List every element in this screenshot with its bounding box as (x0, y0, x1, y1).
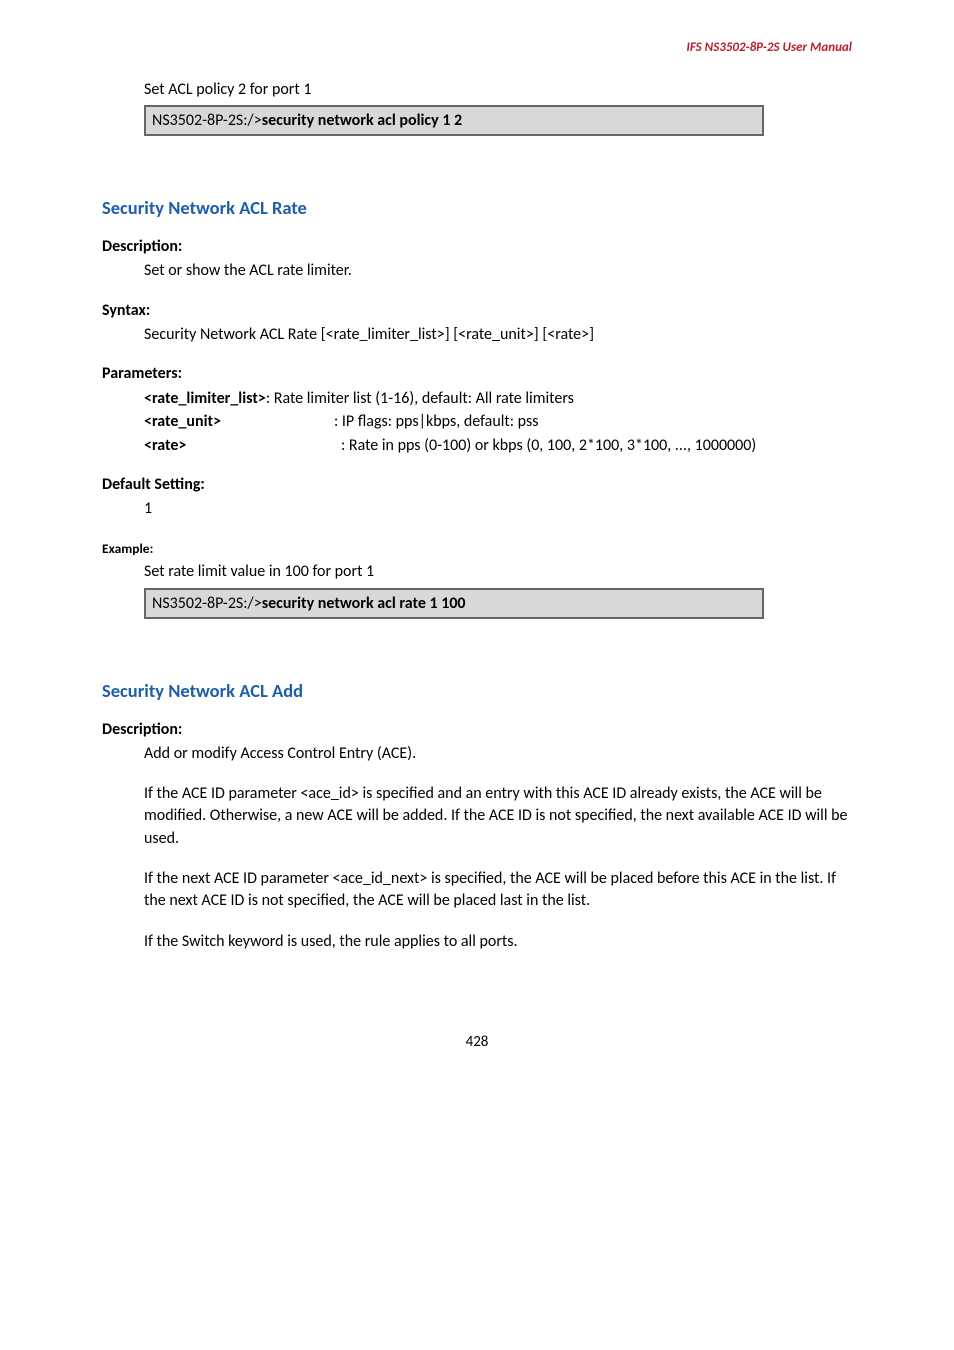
sec2-p1: If the ACE ID parameter <ace_id> is spec… (144, 783, 852, 850)
sec2-title: Security Network ACL Add (102, 679, 852, 702)
intro-code-prefix: NS3502-8P-2S:/> (152, 111, 262, 130)
param-gap (299, 434, 341, 457)
sec1-default-label: Default Setting: (102, 475, 852, 494)
sec1-param1-val: : Rate limiter list (1-16), default: All… (266, 387, 574, 410)
sec1-param1-row: <rate_limiter_list>: Rate limiter list (… (144, 387, 852, 410)
sec1-params-label: Parameters: (102, 364, 852, 383)
sec1-param3-row: <rate> : Rate in pps (0-100) or kbps (0,… (144, 434, 852, 457)
sec1-param2-row: <rate_unit> : IP flags: pps|kbps, defaul… (144, 410, 852, 433)
sec1-desc-text: Set or show the ACL rate limiter. (144, 260, 852, 282)
sec1-desc-label: Description: (102, 237, 852, 256)
sec1-param2-key: <rate_unit> (144, 410, 299, 433)
sec2-p2: If the next ACE ID parameter <ace_id_nex… (144, 868, 852, 913)
sec1-code-prefix: NS3502-8P-2S:/> (152, 594, 262, 613)
sec1-param2-val: : IP flags: pps|kbps, default: pss (334, 410, 539, 433)
sec1-codebox: NS3502-8P-2S:/>security network acl rate… (144, 588, 764, 619)
sec1-syntax-text: Security Network ACL Rate [<rate_limiter… (144, 324, 852, 346)
sec1-title: Security Network ACL Rate (102, 196, 852, 219)
sec2-p3: If the Switch keyword is used, the rule … (144, 931, 852, 953)
page-header: IFS NS3502-8P-2S User Manual (102, 40, 852, 55)
sec1-param1-key: <rate_limiter_list> (144, 387, 266, 410)
page-root: IFS NS3502-8P-2S User Manual Set ACL pol… (0, 0, 954, 1091)
sec2-desc-label: Description: (102, 720, 852, 739)
sec1-example-label: Example: (102, 540, 852, 557)
sec1-param3-val: : Rate in pps (0-100) or kbps (0, 100, 2… (341, 434, 756, 457)
sec1-code-cmd: security network acl rate 1 100 (262, 594, 466, 613)
intro-code-cmd: security network acl policy 1 2 (262, 111, 462, 130)
sec2-desc-text: Add or modify Access Control Entry (ACE)… (144, 743, 852, 765)
sec1-param3-key: <rate> (144, 434, 299, 457)
header-product: IFS NS3502-8P-2S User Manual (686, 40, 852, 55)
intro-codebox-wrap: NS3502-8P-2S:/>security network acl poli… (144, 105, 852, 136)
sec1-codebox-wrap: NS3502-8P-2S:/>security network acl rate… (144, 588, 852, 619)
page-number: 428 (102, 1033, 852, 1051)
intro-line: Set ACL policy 2 for port 1 (144, 79, 852, 101)
intro-codebox: NS3502-8P-2S:/>security network acl poli… (144, 105, 764, 136)
param-gap (299, 410, 334, 433)
sec1-syntax-label: Syntax: (102, 301, 852, 320)
sec1-example-text: Set rate limit value in 100 for port 1 (144, 561, 852, 583)
sec1-default-val: 1 (144, 498, 852, 520)
